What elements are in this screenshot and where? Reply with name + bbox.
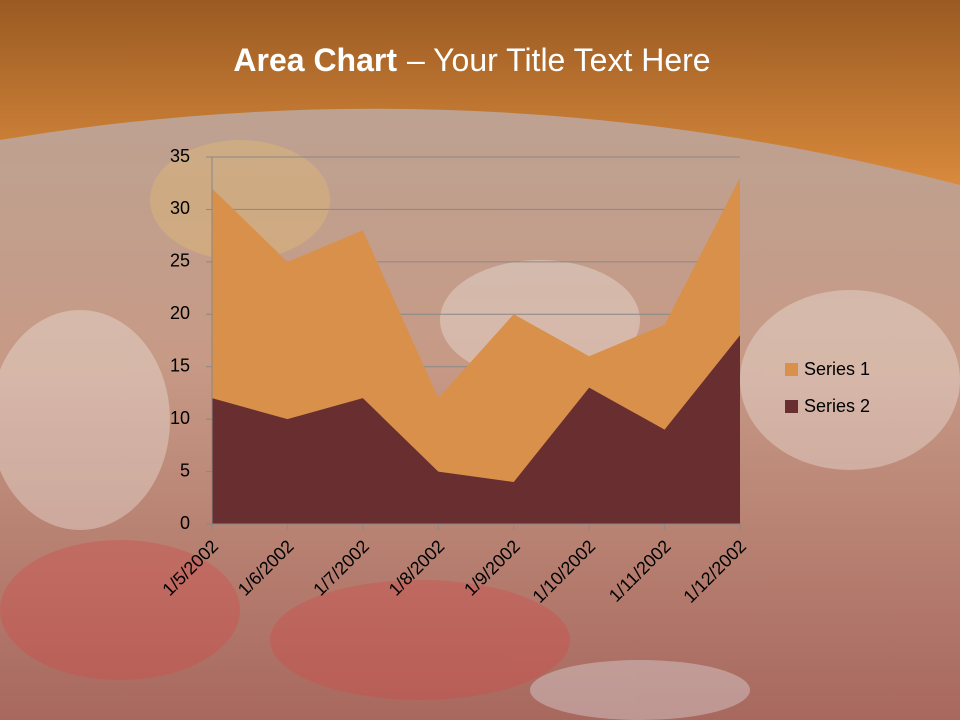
y-tick-label: 15 bbox=[170, 355, 190, 375]
title-band bbox=[0, 0, 960, 185]
y-tick-label: 25 bbox=[170, 251, 190, 271]
legend-label: Series 1 bbox=[804, 359, 870, 379]
y-tick-label: 35 bbox=[170, 146, 190, 166]
y-tick-label: 30 bbox=[170, 198, 190, 218]
title-bold: Area Chart bbox=[233, 42, 397, 78]
title-rest: – Your Title Text Here bbox=[407, 42, 711, 78]
legend-swatch bbox=[785, 363, 798, 376]
area bbox=[212, 335, 740, 524]
y-tick-label: 0 bbox=[180, 513, 190, 533]
legend-swatch bbox=[785, 400, 798, 413]
y-tick-label: 20 bbox=[170, 303, 190, 323]
y-tick-label: 10 bbox=[170, 408, 190, 428]
background-decor bbox=[0, 140, 960, 720]
chart-title: Area Chart – Your Title Text Here bbox=[233, 42, 710, 78]
y-tick-label: 5 bbox=[180, 460, 190, 480]
legend-label: Series 2 bbox=[804, 396, 870, 416]
